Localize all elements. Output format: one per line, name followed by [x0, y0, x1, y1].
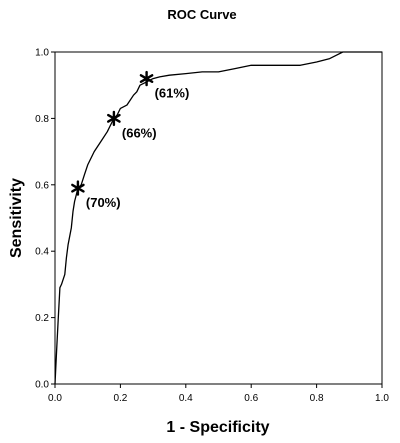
- y-tick-label: 0.2: [35, 313, 49, 324]
- x-axis-label: 1 - Specificity: [166, 419, 269, 436]
- asterisk-stroke: [139, 74, 154, 84]
- chart-title: ROC Curve: [167, 7, 236, 22]
- x-tick-label: 0.4: [179, 393, 193, 404]
- y-tick-label: 0.6: [35, 180, 49, 191]
- asterisk-stroke: [106, 113, 121, 123]
- plot-frame: [54, 51, 383, 385]
- roc-curve-line: [54, 51, 382, 385]
- cutoff-marker: (66%): [106, 110, 157, 140]
- y-tick-label: 0.0: [35, 380, 49, 391]
- cutoff-label: (70%): [86, 195, 121, 210]
- asterisk-stroke: [71, 183, 85, 193]
- cutoff-markers: (70%) (66%) (61%): [71, 70, 190, 210]
- y-tick-label: 1.0: [35, 48, 49, 59]
- x-tick-label: 0.2: [113, 393, 127, 404]
- cutoff-marker: (70%): [71, 180, 121, 210]
- x-tick-label: 1.0: [375, 393, 389, 404]
- x-tick-label: 0.0: [48, 393, 62, 404]
- y-axis-label: Sensitivity: [8, 178, 25, 258]
- x-axis: 0.0 0.2 0.4 0.6 0.8 1.0: [48, 384, 389, 404]
- cutoff-label: (66%): [122, 125, 157, 140]
- cutoff-marker: (61%): [139, 70, 190, 101]
- x-tick-label: 0.8: [310, 393, 324, 404]
- y-tick-label: 0.4: [35, 247, 49, 258]
- cutoff-label: (61%): [155, 86, 190, 101]
- y-axis: 0.0 0.2 0.4 0.6 0.8 1.0: [35, 48, 55, 391]
- x-tick-label: 0.6: [244, 393, 258, 404]
- y-tick-label: 0.8: [35, 114, 49, 125]
